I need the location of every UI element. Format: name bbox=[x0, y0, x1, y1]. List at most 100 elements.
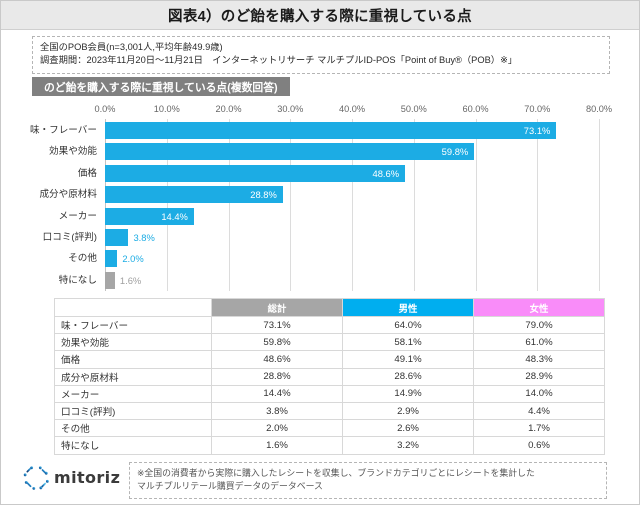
gridline bbox=[475, 119, 477, 291]
x-axis-tick-label: 50.0% bbox=[400, 104, 427, 114]
table-row: 特になし 1.6% 3.2% 0.6% bbox=[54, 436, 605, 455]
bar-value-label: 1.6% bbox=[119, 274, 142, 286]
bar bbox=[105, 271, 115, 289]
table-cell-female: 28.9% bbox=[473, 367, 605, 386]
brand-logo: mitoriz bbox=[23, 464, 120, 490]
table-cell-male: 14.9% bbox=[342, 384, 474, 403]
table-cell-male: 3.2% bbox=[342, 436, 474, 455]
table-cell-label: 成分や原材料 bbox=[54, 367, 212, 386]
table-row: 効果や効能 59.8% 58.1% 61.0% bbox=[54, 333, 605, 352]
gridline bbox=[166, 119, 168, 291]
section-header-label: のど飴を購入する際に重視している点(複数回答) bbox=[44, 81, 278, 94]
bar-category-label: 特になし bbox=[58, 274, 97, 286]
table-cell-female: 4.4% bbox=[473, 401, 605, 421]
x-axis-tick-label: 80.0% bbox=[585, 104, 613, 114]
bar-category-label: 口コミ(評判) bbox=[42, 232, 97, 243]
table-cell-male: 2.6% bbox=[342, 419, 474, 438]
bar-value-label: 73.1% bbox=[523, 125, 551, 136]
table-cell-label: 効果や効能 bbox=[54, 333, 212, 352]
table-cell-total: 3.8% bbox=[211, 401, 343, 421]
bar-row: 味・フレーバー 73.1% bbox=[1, 120, 640, 141]
table-cell-total: 2.0% bbox=[211, 419, 343, 438]
table-header-male: 男性 bbox=[342, 298, 474, 317]
table-cell-female: 79.0% bbox=[473, 315, 605, 335]
table-cell-male: 49.1% bbox=[342, 350, 474, 369]
gridline bbox=[290, 119, 292, 291]
bar-row: 効果や効能 59.8% bbox=[1, 141, 640, 162]
bar-row: 価格 48.6% bbox=[1, 163, 640, 184]
table-body: 味・フレーバー 73.1% 64.0% 79.0% 効果や効能 59.8% 58.1% 61.… bbox=[54, 315, 605, 455]
bar-value-label: 2.0% bbox=[122, 253, 144, 265]
table-row: メーカー 14.4% 14.9% 14.0% bbox=[54, 384, 605, 403]
page-title-band: 図表4）のど飴を購入する際に重視している点 bbox=[1, 1, 639, 30]
bar bbox=[105, 207, 194, 225]
table-cell-male: 58.1% bbox=[342, 333, 474, 352]
x-axis-tick-label: 20.0% bbox=[215, 104, 242, 114]
table-cell-female: 61.0% bbox=[473, 333, 605, 352]
bar-value-label: 59.8% bbox=[441, 146, 469, 158]
x-axis-tick-label: 70.0% bbox=[524, 104, 551, 114]
table-cell-male: 2.9% bbox=[342, 401, 474, 421]
table-header-female: 女性 bbox=[473, 298, 605, 317]
gridline bbox=[228, 119, 230, 291]
bar bbox=[105, 143, 475, 161]
table-cell-male: 28.6% bbox=[342, 367, 474, 386]
table-cell-total: 28.8% bbox=[211, 367, 343, 386]
bar-value-label: 3.8% bbox=[133, 232, 155, 243]
gridline bbox=[537, 119, 539, 291]
bar bbox=[105, 164, 406, 182]
bar-category-label: その他 bbox=[68, 253, 97, 265]
bar-category-label: 成分や原材料 bbox=[39, 189, 97, 201]
table-head: 総計 男性 女性 bbox=[54, 298, 605, 317]
table-cell-label: 価格 bbox=[54, 350, 212, 369]
bar-category-label: メーカー bbox=[58, 210, 97, 222]
bar bbox=[105, 186, 283, 204]
bar-category-label: 効果や効能 bbox=[49, 146, 97, 158]
bar-row: 口コミ(評判) 3.8% bbox=[1, 227, 640, 248]
mitoriz-octagon-nodes-icon bbox=[23, 464, 49, 490]
bar-row: 成分や原材料 28.8% bbox=[1, 184, 640, 205]
x-axis-tick-label: 0.0% bbox=[94, 104, 116, 114]
section-header: のど飴を購入する際に重視している点(複数回答) bbox=[32, 77, 290, 96]
table-header-row: 総計 男性 女性 bbox=[54, 298, 605, 317]
table-cell-female: 14.0% bbox=[473, 384, 605, 403]
survey-info-line-2: 調査期間：2023年11月20日〜11月21日 インターネットリサーチ マルチプ… bbox=[40, 55, 518, 66]
table-row: 口コミ(評判) 3.8% 2.9% 4.4% bbox=[54, 401, 605, 421]
table-cell-female: 48.3% bbox=[473, 350, 605, 369]
bar bbox=[105, 250, 118, 268]
bar-value-label: 48.6% bbox=[372, 167, 400, 179]
table-row: 成分や原材料 28.8% 28.6% 28.9% bbox=[54, 367, 605, 386]
bar-row: 特になし 1.6% bbox=[1, 270, 640, 291]
survey-info-box: 全国のPOB会員(n=3,001人,平均年齢49.9歳) 調査期間：2023年1… bbox=[32, 36, 610, 74]
footer-note-line-1: ※全国の消費者から実際に購入したレシートを収集し、ブランドカテゴリごとにレシート… bbox=[137, 468, 535, 478]
gridline bbox=[413, 119, 415, 291]
page-title: 図表4）のど飴を購入する際に重視している点 bbox=[168, 8, 472, 25]
x-axis-tick-label: 30.0% bbox=[277, 104, 304, 114]
brand-logo-text: mitoriz bbox=[54, 467, 121, 487]
table-row: その他 2.0% 2.6% 1.7% bbox=[54, 419, 605, 438]
table-cell-total: 73.1% bbox=[211, 315, 343, 335]
table-cell-label: 味・フレーバー bbox=[54, 315, 212, 335]
bar-chart: 0.0% 10.0% 20.0% 30.0% 40.0% 50.0% 60.0% 70.0% 8… bbox=[1, 102, 640, 294]
bar-value-label: 28.8% bbox=[250, 189, 277, 201]
table-cell-label: メーカー bbox=[54, 384, 212, 403]
table-cell-total: 1.6% bbox=[211, 436, 343, 455]
table-cell-total: 48.6% bbox=[211, 350, 343, 369]
table-header-total: 総計 bbox=[211, 298, 343, 317]
bar-category-label: 味・フレーバー bbox=[29, 125, 97, 136]
survey-info-line-1: 全国のPOB会員(n=3,001人,平均年齢49.9歳) bbox=[40, 42, 223, 52]
bar bbox=[105, 229, 129, 246]
footer-note-box: ※全国の消費者から実際に購入したレシートを収集し、ブランドカテゴリごとにレシート… bbox=[129, 462, 607, 499]
data-table: 総計 男性 女性 味・フレーバー 73.1% 64.0% 79.0% 効果や効能 59.8… bbox=[54, 298, 605, 455]
table-cell-female: 0.6% bbox=[473, 436, 605, 455]
bar-row: メーカー 14.4% bbox=[1, 206, 640, 227]
gridline bbox=[105, 119, 106, 291]
table-cell-total: 14.4% bbox=[211, 384, 343, 403]
table-cell-label: その他 bbox=[54, 419, 212, 438]
table-cell-male: 64.0% bbox=[342, 315, 474, 335]
bar-value-label: 14.4% bbox=[161, 210, 188, 222]
x-axis-tick-label: 60.0% bbox=[462, 104, 489, 114]
table-row: 味・フレーバー 73.1% 64.0% 79.0% bbox=[54, 315, 605, 335]
bar-category-label: 価格 bbox=[77, 167, 97, 179]
